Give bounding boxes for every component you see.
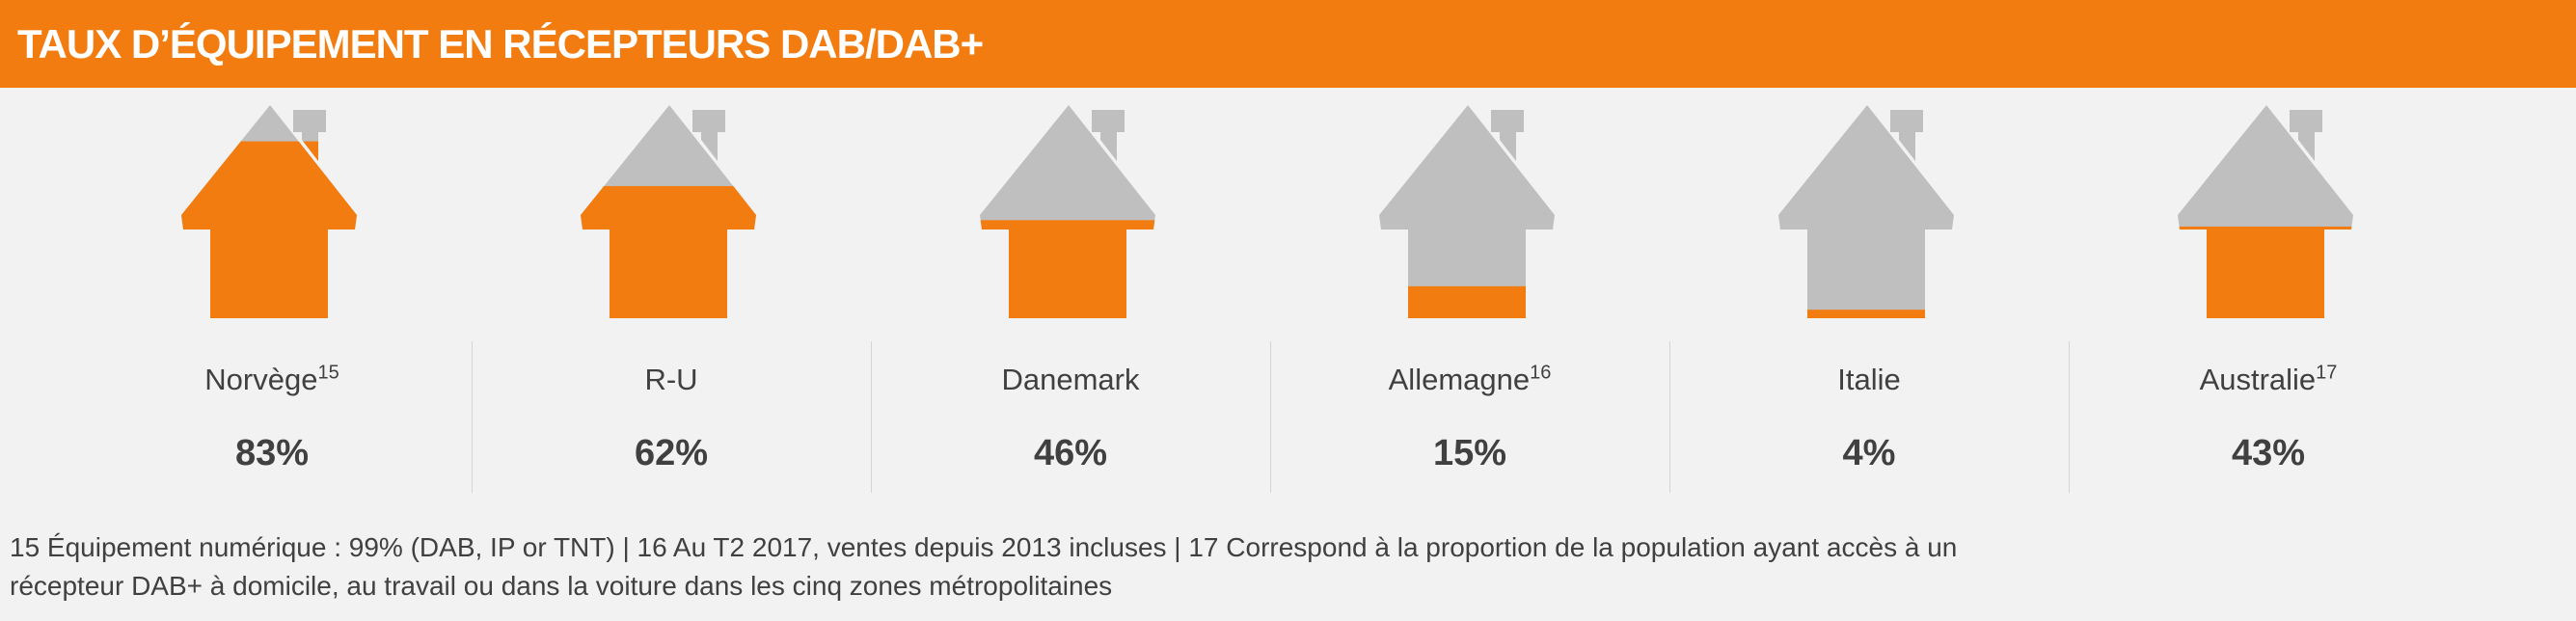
column-divider xyxy=(1270,341,1271,493)
country-column: Norvège15 83% xyxy=(72,88,472,502)
chimney-icon xyxy=(2290,110,2322,161)
footnote-line-2: récepteur DAB+ à domicile, au travail ou… xyxy=(10,571,1113,601)
country-label: Norvège15 xyxy=(72,363,472,397)
house-gauge xyxy=(581,105,756,318)
house-fill xyxy=(581,185,756,318)
chimney-icon xyxy=(1092,110,1125,161)
country-name: Australie xyxy=(2199,363,2317,396)
country-column: R-U 62% xyxy=(472,88,871,502)
column-divider xyxy=(472,341,473,493)
house-gauge xyxy=(2178,105,2353,318)
country-name: Allemagne xyxy=(1388,363,1531,396)
country-label: R-U xyxy=(472,363,871,397)
country-column: Italie 4% xyxy=(1669,88,2069,502)
country-column: Allemagne16 15% xyxy=(1270,88,1669,502)
house-gauge xyxy=(980,105,1155,318)
house-gauge xyxy=(1778,105,1954,318)
country-name: R-U xyxy=(644,363,698,396)
header-bar: TAUX D’ÉQUIPEMENT EN RÉCEPTEURS DAB/DAB+ xyxy=(0,0,2576,88)
house-empty xyxy=(1379,105,1555,318)
footnote: 15 Équipement numérique : 99% (DAB, IP o… xyxy=(10,528,2570,606)
column-divider xyxy=(2069,341,2070,493)
country-name: Italie xyxy=(1837,363,1901,396)
house-fill xyxy=(980,220,1155,318)
house-fill xyxy=(2178,226,2353,318)
footnote-ref: 17 xyxy=(2316,362,2338,384)
chimney-icon xyxy=(692,110,725,161)
house-fill xyxy=(1379,285,1555,318)
footnote-line-1: 15 Équipement numérique : 99% (DAB, IP o… xyxy=(10,532,1958,562)
value-label: 43% xyxy=(2231,433,2306,473)
country-label: Australie17 xyxy=(2069,363,2468,397)
country-column: Australie17 43% xyxy=(2069,88,2468,502)
value-label: 46% xyxy=(1033,433,1108,473)
country-label: Italie xyxy=(1669,363,2069,397)
house-fill xyxy=(181,141,357,318)
chimney-icon xyxy=(1890,110,1923,161)
house-fill xyxy=(1778,310,1954,318)
footnote-ref: 15 xyxy=(317,362,339,384)
country-label: Danemark xyxy=(871,363,1270,397)
country-name: Norvège xyxy=(204,363,318,396)
value-label: 62% xyxy=(634,433,709,473)
value-label: 4% xyxy=(1842,433,1896,473)
country-label: Allemagne16 xyxy=(1270,363,1669,397)
chimney-icon xyxy=(1491,110,1524,161)
value-label: 15% xyxy=(1432,433,1507,473)
chart-title: TAUX D’ÉQUIPEMENT EN RÉCEPTEURS DAB/DAB+ xyxy=(17,21,984,67)
country-name: Danemark xyxy=(1001,363,1140,396)
column-divider xyxy=(871,341,872,493)
house-empty xyxy=(1778,105,1954,318)
house-gauge xyxy=(181,105,357,318)
country-column: Danemark 46% xyxy=(871,88,1270,502)
house-gauge xyxy=(1379,105,1555,318)
footnote-ref: 16 xyxy=(1530,362,1552,384)
value-label: 83% xyxy=(234,433,310,473)
column-divider xyxy=(1669,341,1670,493)
